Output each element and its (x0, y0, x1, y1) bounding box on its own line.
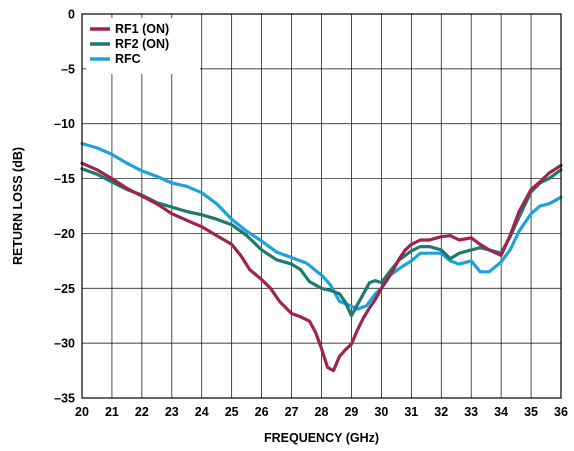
plot-frame (81, 13, 562, 399)
x-tick-label: 34 (494, 405, 508, 419)
y-tick-label: 0 (68, 8, 75, 22)
y-tick-label: –5 (61, 62, 75, 76)
y-tick-labels: 0 –5 –10 –15 –20 –25 –30 –35 (54, 8, 75, 406)
x-tick-label: 27 (285, 405, 299, 419)
legend-label-rf1-on: RF1 (ON) (115, 22, 169, 36)
y-tick-label: –30 (54, 337, 75, 351)
y-tick-label: –25 (54, 282, 75, 296)
series-line-rf1-on (80, 161, 563, 373)
legend: RF1 (ON)RF2 (ON)RFC (90, 22, 169, 66)
x-tick-label: 25 (225, 405, 239, 419)
x-tick-label: 26 (255, 405, 269, 419)
x-tick-label: 31 (404, 405, 418, 419)
x-tick-label: 32 (434, 405, 448, 419)
x-tick-label: 20 (75, 405, 89, 419)
y-tick-label: –15 (54, 172, 75, 186)
x-axis-title: FREQUENCY (GHz) (264, 431, 379, 445)
x-tick-label: 23 (165, 405, 179, 419)
x-tick-label: 24 (195, 405, 209, 419)
x-tick-label: 29 (344, 405, 358, 419)
y-tick-label: –20 (54, 227, 75, 241)
x-tick-label: 22 (135, 405, 149, 419)
x-tick-label: 30 (374, 405, 388, 419)
series-layer (80, 141, 563, 373)
x-tick-label: 28 (315, 405, 329, 419)
x-tick-labels: 20 21 22 23 24 25 26 27 28 29 30 31 32 33 34 35 36 (75, 405, 568, 419)
y-tick-label: –35 (54, 392, 75, 406)
y-tick-label: –10 (54, 117, 75, 131)
x-tick-label: 21 (105, 405, 119, 419)
x-tick-label: 36 (554, 405, 568, 419)
legend-label-rf2-on: RF2 (ON) (115, 37, 169, 51)
legend-label-rfc: RFC (115, 52, 141, 66)
x-tick-label: 35 (524, 405, 538, 419)
x-tick-label: 33 (464, 405, 478, 419)
series-line-rfc (80, 141, 563, 311)
y-axis-title: RETURN LOSS (dB) (11, 147, 25, 265)
